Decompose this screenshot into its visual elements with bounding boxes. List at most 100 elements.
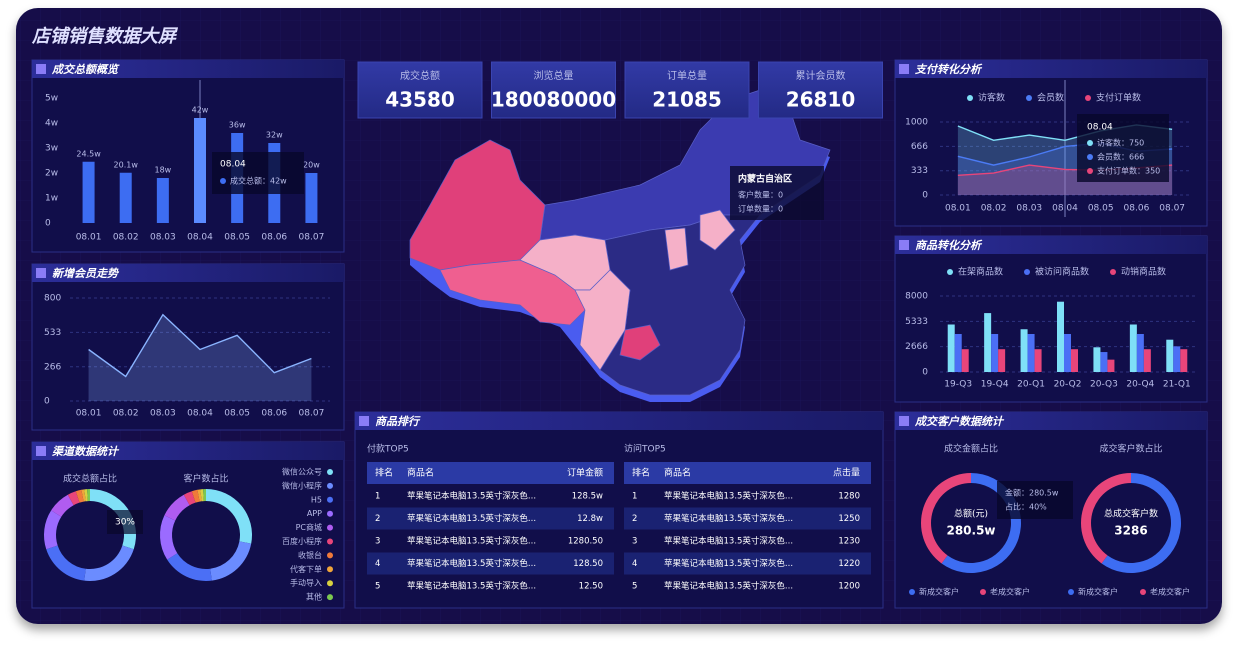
table-header-cell: 排名 — [375, 467, 393, 479]
table-header — [367, 462, 614, 484]
legend-label: 被访问商品数 — [1035, 266, 1089, 278]
y-tick-label: 5w — [45, 94, 58, 104]
legend-label: APP — [307, 509, 322, 518]
pie-slice — [167, 553, 212, 582]
panel-title: 商品转化分析 — [915, 239, 983, 252]
legend-dot — [1085, 95, 1091, 101]
legend-label: H5 — [311, 495, 322, 504]
x-tick-label: 08.02 — [981, 204, 1007, 214]
y-tick-label: 0 — [922, 368, 928, 378]
tooltip-dot — [220, 178, 226, 184]
panel — [31, 263, 345, 431]
map-tooltip-line: 客户数量：0 — [738, 190, 783, 200]
table-cell: 苹果笔记本电脑13.5英寸深灰色... — [664, 581, 793, 592]
y-tick-label: 666 — [911, 142, 928, 152]
table-cell: 3 — [375, 537, 380, 547]
line — [88, 313, 312, 378]
bar — [1027, 334, 1035, 372]
tooltip-text: 成交总额：42w — [230, 176, 287, 186]
tooltip-text: 支付订单数：350 — [1097, 166, 1160, 176]
table-title: 付款TOP5 — [367, 443, 409, 455]
kpi-card — [624, 61, 750, 119]
table-header-cell: 商品名 — [664, 467, 691, 479]
table-cell: 1 — [632, 492, 637, 502]
y-tick-label: 2w — [45, 169, 58, 179]
table-cell: 2 — [632, 514, 637, 524]
table-cell: 苹果笔记本电脑13.5英寸深灰色... — [407, 513, 536, 524]
table-cell: 1 — [375, 492, 380, 502]
panel-icon — [36, 446, 46, 456]
legend-label: 新成交客户 — [1078, 587, 1118, 597]
bar — [82, 161, 95, 223]
table-header-cell: 商品名 — [407, 467, 434, 479]
legend-dot — [947, 269, 953, 275]
value-label: 20.1w — [114, 160, 139, 169]
table-cell: 苹果笔记本电脑13.5英寸深灰色... — [664, 513, 793, 524]
legend-dot — [327, 538, 333, 545]
table-header-cell: 排名 — [632, 467, 650, 479]
table-cell: 5 — [632, 582, 637, 592]
bar — [305, 173, 318, 223]
pie-slice — [84, 489, 88, 502]
x-tick-label: 08.05 — [224, 233, 250, 243]
tooltip-text: 访客数：750 — [1097, 138, 1144, 148]
x-tick-label: 20-Q4 — [1126, 380, 1154, 390]
x-tick-label: 19-Q4 — [981, 380, 1009, 390]
value-label: 36w — [229, 121, 246, 130]
bar — [1166, 339, 1174, 372]
y-tick-label: 1000 — [905, 118, 928, 128]
panel-icon — [36, 64, 46, 74]
map-region — [574, 269, 631, 371]
pie-slice — [90, 489, 136, 550]
legend-label: 收银台 — [298, 550, 322, 560]
y-tick-label: 266 — [44, 362, 61, 372]
x-tick-label: 19-Q3 — [944, 380, 972, 390]
value-label: 18w — [154, 166, 171, 175]
legend-label: 其他 — [306, 592, 322, 602]
legend-label: 微信小程序 — [282, 480, 322, 490]
tooltip-dot — [1087, 168, 1093, 174]
panel — [894, 235, 1208, 403]
panel-icon — [359, 416, 369, 426]
y-tick-label: 8000 — [905, 292, 928, 302]
value-label: 20w — [303, 161, 320, 170]
pie-slice — [84, 545, 134, 582]
table-cell: 128.50 — [573, 559, 603, 569]
value-label: 42w — [192, 106, 209, 115]
bar — [1034, 349, 1042, 372]
x-tick-label: 08.07 — [299, 233, 325, 243]
y-tick-label: 333 — [911, 166, 928, 176]
pie-slice — [1101, 473, 1182, 573]
panel-header — [32, 264, 344, 282]
table-cell: 1250 — [838, 514, 860, 524]
y-tick-label: 800 — [44, 294, 61, 304]
legend-dot — [1110, 269, 1116, 275]
bar — [1100, 352, 1108, 372]
table-row — [624, 552, 871, 575]
bar — [1020, 329, 1028, 372]
legend-dot — [1026, 95, 1032, 101]
map: 内蒙古自治区 客户数量：0 订单数量：0 — [409, 89, 831, 402]
y-tick-label: 533 — [44, 328, 61, 338]
legend-label: 代客下单 — [290, 564, 322, 574]
x-tick-label: 08.05 — [224, 409, 250, 419]
panel-title: 成交总额概览 — [51, 63, 120, 76]
pie-slice — [51, 494, 74, 517]
pie-subtitle: 成交总额占比 — [63, 473, 117, 485]
pie-slice — [210, 541, 252, 581]
tooltip-text: 金额：280.5w — [1005, 488, 1059, 498]
bar — [1057, 301, 1064, 372]
panel-title: 渠道数据统计 — [51, 445, 120, 458]
legend-label: 老成交客户 — [1150, 587, 1190, 597]
pie-slice — [46, 545, 86, 581]
table-header — [624, 462, 871, 484]
pie-slice — [81, 489, 86, 502]
x-tick-label: 08.07 — [299, 409, 325, 419]
kpi-card — [758, 61, 883, 119]
pie-slice — [67, 491, 80, 506]
x-tick-label: 08.03 — [1016, 204, 1042, 214]
table-cell: 苹果笔记本电脑13.5英寸深灰色... — [664, 491, 793, 502]
table-cell: 苹果笔记本电脑13.5英寸深灰色... — [664, 558, 793, 569]
x-tick-label: 08.06 — [261, 233, 287, 243]
map-tooltip-line: 订单数量：0 — [738, 204, 783, 214]
